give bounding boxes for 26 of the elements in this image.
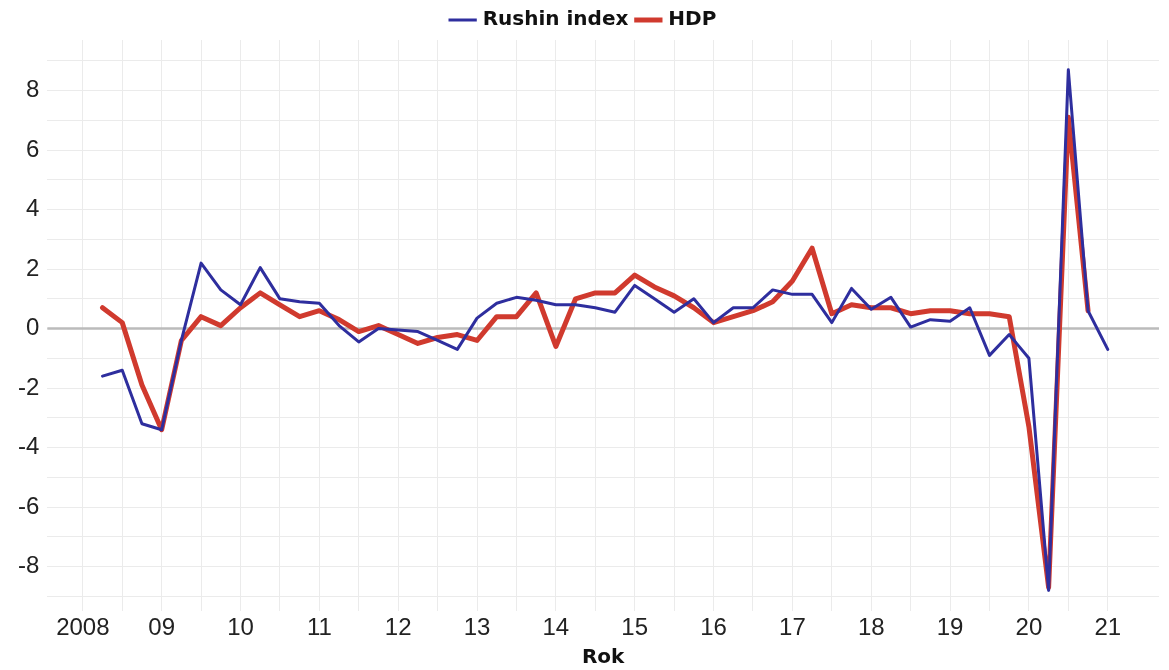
x-tick-label: 2008 xyxy=(56,613,110,641)
x-tick-label: 20 xyxy=(1015,613,1043,641)
x-tick-label: 10 xyxy=(227,613,254,641)
y-tick-label: 6 xyxy=(25,134,40,162)
x-tick-label: 09 xyxy=(148,613,176,641)
x-tick-label: 13 xyxy=(463,613,491,641)
x-tick-label: 19 xyxy=(936,613,964,641)
x-tick-label: 14 xyxy=(542,613,570,641)
y-tick-label: 4 xyxy=(25,194,40,222)
y-tick-label: 2 xyxy=(25,253,40,281)
y-tick-label: 8 xyxy=(25,75,40,103)
legend-label: Rushin index xyxy=(482,6,629,31)
x-tick-label: 21 xyxy=(1094,613,1122,641)
x-tick-label: 11 xyxy=(306,613,332,641)
x-tick-label: 17 xyxy=(779,613,806,641)
x-axis-title: Rok xyxy=(581,644,626,669)
x-tick-label: 15 xyxy=(621,613,649,641)
x-tick-label: 12 xyxy=(384,613,412,641)
x-tick-label: 18 xyxy=(857,613,885,641)
y-tick-label: -2 xyxy=(18,372,40,400)
x-tick-label: 16 xyxy=(700,613,727,641)
y-tick-label: -4 xyxy=(18,432,40,460)
y-tick-label: -8 xyxy=(18,551,40,579)
y-tick-label: -6 xyxy=(18,491,40,519)
y-tick-label: 0 xyxy=(25,313,40,341)
legend-label: HDP xyxy=(668,6,717,31)
